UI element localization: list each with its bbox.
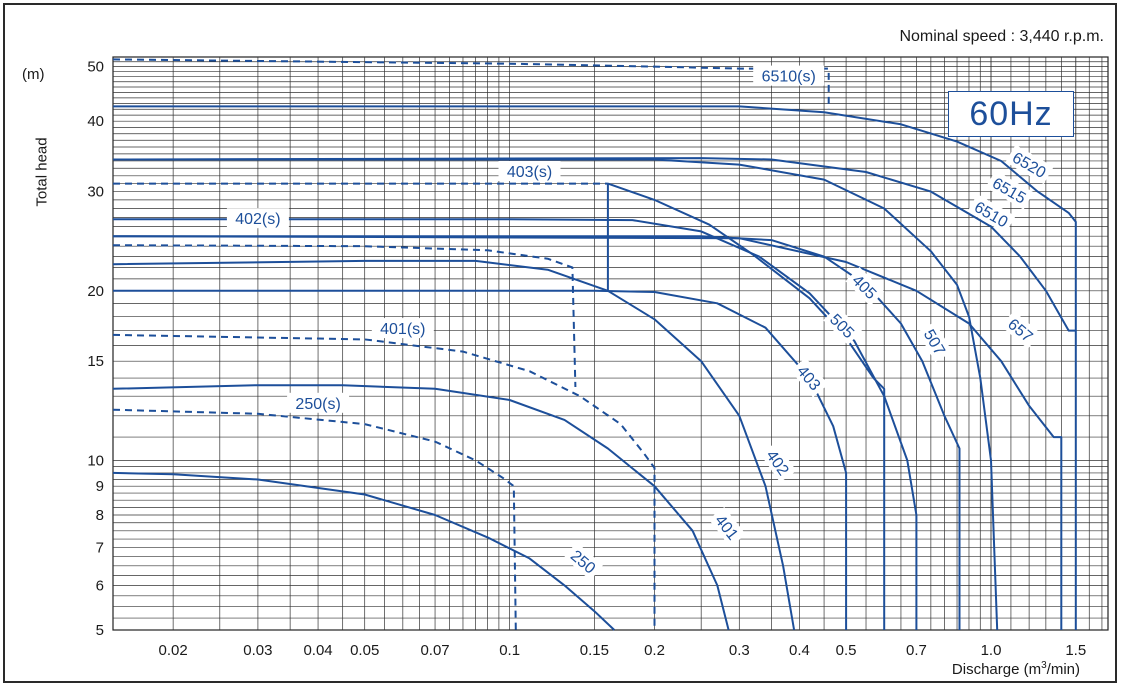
curve-label-6510s: 6510(s) xyxy=(753,65,825,86)
y-tick-label: 40 xyxy=(87,113,104,130)
y-axis-unit: (m) xyxy=(22,66,45,83)
curve-label-402: 402 xyxy=(759,442,797,483)
x-axis-label-main: Discharge (m xyxy=(951,661,1042,678)
x-tick-label: 0.02 xyxy=(159,642,188,659)
plot-area xyxy=(112,56,1109,631)
curve-label-505: 505 xyxy=(823,306,863,346)
curve-label-text: 6510(s) xyxy=(762,69,816,86)
curve-405 xyxy=(607,182,886,630)
curve-label-background xyxy=(917,321,953,363)
curve-label-background xyxy=(498,161,561,181)
x-tick-label: 0.15 xyxy=(580,642,609,659)
curve-label-background xyxy=(1005,144,1054,185)
y-tick-label: 15 xyxy=(87,353,104,370)
curve-401 xyxy=(112,384,730,631)
x-tick-label: 0.2 xyxy=(644,642,665,659)
x-tick-label: 0.04 xyxy=(303,642,332,659)
curve-402 xyxy=(112,259,796,631)
curve-403 xyxy=(113,289,848,630)
curve-657 xyxy=(112,235,1063,630)
chart-frame xyxy=(3,3,1117,683)
curve-label-background xyxy=(287,392,350,413)
x-tick-label: 0.07 xyxy=(420,642,449,659)
curve-label-text: 401(s) xyxy=(380,321,425,338)
y-tick-label: 5 xyxy=(96,622,104,639)
curve-label-507: 507 xyxy=(917,321,953,363)
y-tick-label: 8 xyxy=(96,507,104,524)
x-axis-label: Discharge (m3/min) xyxy=(952,660,1080,678)
curve-6510s xyxy=(112,58,830,110)
curve-label-background xyxy=(823,306,863,346)
curve-label-background xyxy=(790,357,829,398)
curve-label-250: 250 xyxy=(563,542,604,581)
curve-label-background xyxy=(371,318,434,339)
x-axis-label-end: /min) xyxy=(1046,661,1080,678)
x-tick-label: 0.5 xyxy=(836,642,857,659)
curve-507 xyxy=(113,235,961,630)
curve-label-text: 403(s) xyxy=(507,164,552,181)
y-tick-label: 20 xyxy=(87,283,104,300)
y-tick-label: 6 xyxy=(96,577,104,594)
curve-label-background xyxy=(226,208,289,229)
y-tick-label: 50 xyxy=(87,59,104,76)
curve-250s xyxy=(112,408,517,631)
curve-6510 xyxy=(113,158,999,631)
curve-label-6520: 6520 xyxy=(1005,144,1054,185)
curve-label-background xyxy=(708,506,746,547)
curve-label-background xyxy=(845,267,885,306)
curve-250 xyxy=(112,471,615,631)
nominal-speed-label: Nominal speed : 3,440 r.p.m. xyxy=(899,28,1104,45)
curve-label-background xyxy=(985,170,1034,210)
y-axis-label: Total head xyxy=(33,137,51,207)
curve-label-text: 402(s) xyxy=(235,211,280,228)
x-tick-label: 0.1 xyxy=(499,642,520,659)
y-tick-label: 30 xyxy=(87,184,104,201)
frequency-badge: 60Hz xyxy=(948,91,1074,137)
curve-label-background xyxy=(753,65,825,86)
x-tick-label: 0.7 xyxy=(906,642,927,659)
y-tick-label: 7 xyxy=(96,540,104,557)
curve-label-401: 401 xyxy=(708,506,746,547)
x-tick-label: 0.3 xyxy=(729,642,750,659)
curve-label-background xyxy=(1001,310,1041,349)
curve-505 xyxy=(113,218,918,630)
curve-label-401s: 401(s) xyxy=(371,318,434,339)
curve-6520 xyxy=(113,105,1077,331)
y-tick-label: 9 xyxy=(96,478,104,495)
curve-label-403s: 403(s) xyxy=(498,161,561,181)
curve-6515 xyxy=(112,157,1077,630)
x-axis-label-exponent: 3 xyxy=(1041,660,1047,671)
x-tick-label: 0.05 xyxy=(350,642,379,659)
curve-label-250s: 250(s) xyxy=(287,392,350,413)
curve-label-text: 250(s) xyxy=(295,396,340,413)
y-tick-label: 10 xyxy=(87,452,104,469)
curve-label-402s: 402(s) xyxy=(226,208,289,229)
curve-label-background xyxy=(759,442,797,483)
curve-label-background xyxy=(563,542,604,581)
curve-label-405: 405 xyxy=(845,267,885,306)
x-tick-label: 0.4 xyxy=(789,642,810,659)
curve-label-background xyxy=(967,194,1016,234)
x-tick-label: 1.0 xyxy=(981,642,1002,659)
x-tick-label: 1.5 xyxy=(1065,642,1086,659)
curve-402s xyxy=(112,244,577,388)
x-tick-label: 0.03 xyxy=(243,642,272,659)
